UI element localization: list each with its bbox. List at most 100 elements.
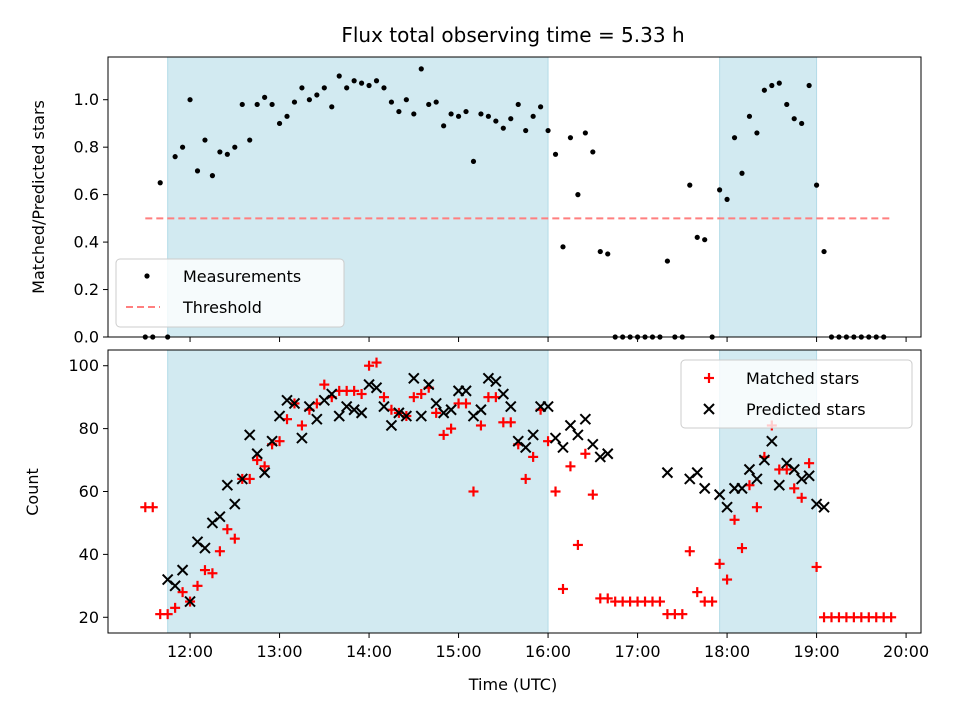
measurement-point: [739, 170, 745, 176]
top-ytick-label: 0.0: [74, 328, 99, 347]
top-panel: 0.0 0.2 0.4 0.6 0.8 1.0 Matched/Predicted sta…: [29, 56, 922, 347]
matched-point: [431, 407, 442, 418]
predicted-point: [288, 397, 301, 410]
measurement-point: [560, 244, 566, 250]
legend-measurements-label: Measurements: [183, 267, 301, 286]
measurement-point: [530, 113, 536, 119]
matched-point: [587, 489, 598, 500]
legend-matched-label: Matched stars: [746, 369, 859, 388]
matched-point: [244, 473, 255, 484]
predicted-point: [445, 404, 457, 416]
bottom-xtick-label: 13:00: [256, 642, 302, 661]
measurement-point: [381, 85, 387, 91]
predicted-point: [236, 473, 248, 485]
top-ytick-label: 1.0: [74, 90, 99, 109]
matched-point: [811, 561, 822, 572]
predicted-point: [818, 501, 830, 513]
bottom-x-axis-label: Time (UTC): [468, 675, 557, 694]
predicted-point: [176, 564, 189, 576]
measurement-point: [396, 108, 402, 115]
measurement-point: [373, 78, 380, 84]
predicted-point: [505, 400, 517, 413]
bottom-band-0: [167, 349, 549, 634]
measurement-point: [426, 101, 432, 108]
measurement-point: [702, 237, 708, 243]
top-band-1: [719, 56, 818, 338]
matched-point: [707, 596, 718, 607]
matched-point: [147, 502, 158, 513]
measurement-point: [448, 111, 454, 117]
top-legend: Measurements Threshold: [115, 258, 345, 328]
matched-point: [378, 392, 389, 403]
predicted-point: [184, 595, 196, 608]
measurement-point: [276, 120, 283, 127]
bottom-ytick-label: 20: [79, 608, 99, 627]
chart-title: Flux total observing time = 5.33 h: [341, 23, 684, 47]
predicted-point: [430, 397, 442, 410]
matched-point: [654, 596, 665, 607]
predicted-point: [303, 400, 316, 413]
measurement-point: [209, 173, 216, 179]
bottom-xtick-label: 17:00: [615, 642, 661, 661]
predicted-point: [355, 407, 368, 419]
measurement-point: [224, 151, 230, 157]
measurement-point: [463, 108, 469, 115]
matched-point: [475, 420, 486, 431]
predicted-point: [363, 378, 375, 391]
bottom-y-axis-ticks: 20 40 60 80 100: [68, 356, 108, 627]
measurement-point: [538, 104, 544, 110]
matched-point: [692, 587, 703, 598]
matched-point: [207, 568, 218, 579]
matched-point: [565, 461, 576, 472]
matched-point: [557, 583, 568, 594]
top-y-axis-ticks: 0.0 0.2 0.4 0.6 0.8 1.0: [74, 90, 108, 347]
matched-point: [722, 574, 733, 585]
measurement-point: [746, 113, 753, 119]
measurement-point: [202, 137, 208, 143]
matched-stars-points: [140, 357, 897, 623]
predicted-point: [214, 510, 226, 523]
measurement-point: [731, 135, 738, 141]
matched-point: [371, 357, 382, 368]
measurement-point: [523, 127, 529, 134]
predicted-point: [482, 372, 495, 385]
matched-point: [252, 455, 263, 466]
matched-point: [796, 492, 807, 503]
measurement-point: [545, 127, 551, 134]
matched-point: [349, 385, 360, 396]
top-y-axis-label: Matched/Predicted stars: [29, 100, 48, 294]
bottom-ytick-label: 40: [79, 545, 99, 564]
matched-point: [416, 389, 427, 400]
matched-point: [461, 398, 472, 409]
predicted-point: [661, 466, 674, 479]
matched-point: [572, 539, 583, 550]
predicted-point: [273, 410, 286, 422]
predicted-point: [423, 378, 435, 391]
matched-point: [296, 420, 307, 431]
measurement-point: [232, 144, 238, 150]
measurement-point: [515, 101, 521, 108]
measurement-point: [187, 97, 193, 103]
predicted-point: [691, 466, 703, 479]
matched-point: [199, 565, 210, 576]
matched-point: [714, 558, 725, 569]
predicted-point: [497, 388, 510, 400]
matched-point: [408, 392, 419, 403]
predicted-point: [326, 388, 338, 400]
measurement-point: [590, 149, 596, 155]
matched-point: [677, 609, 688, 620]
matched-point: [274, 436, 285, 447]
top-plot-frame: [107, 56, 922, 338]
bottom-y-axis-label: Count: [23, 468, 42, 516]
measurement-point: [269, 101, 275, 108]
predicted-point: [519, 441, 532, 454]
predicted-point: [721, 501, 733, 513]
measurement-point: [411, 111, 417, 117]
measurement-point: [761, 87, 767, 93]
measurement-point: [821, 248, 827, 255]
bottom-xtick-label: 19:00: [794, 642, 840, 661]
measurement-point: [306, 97, 312, 103]
measurement-point: [194, 168, 201, 174]
matched-point: [886, 612, 897, 623]
measurement-point: [485, 113, 491, 119]
